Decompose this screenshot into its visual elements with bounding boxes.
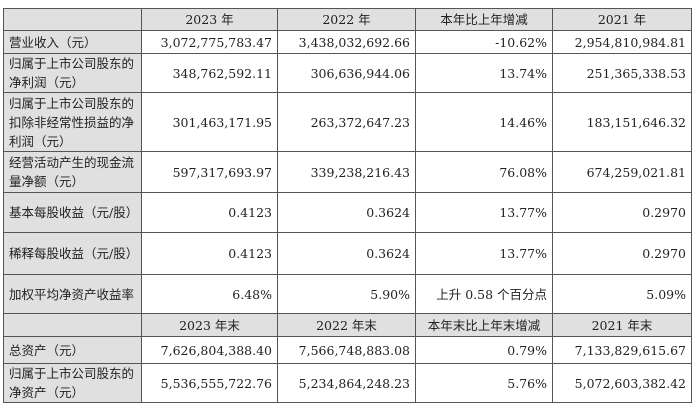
cell-value: 7,133,829,615.67 [552, 336, 692, 364]
table-row: 稀释每股收益（元/股） 0.4123 0.3624 13.77% 0.2970 [3, 232, 692, 275]
cell-value: 76.08% [415, 151, 553, 193]
cell-value: 2,954,810,984.81 [552, 30, 692, 54]
table-row: 归属于上市公司股东的净资产（元） 5,536,555,722.76 5,234,86… [3, 363, 692, 403]
cell-value: 5,536,555,722.76 [141, 363, 278, 403]
cell-value: 0.3624 [277, 192, 416, 233]
cell-value: 7,626,804,388.40 [141, 336, 278, 364]
cell-value: 3,072,775,783.47 [141, 30, 278, 54]
cell-value: 13.77% [415, 192, 553, 233]
cell-value: 6.48% [141, 274, 278, 314]
table-row: 营业收入（元） 3,072,775,783.47 3,438,032,692.66-… [3, 30, 692, 54]
cell-value: 0.2970 [552, 232, 692, 275]
cell-value: 7,566,748,883.08 [277, 336, 416, 364]
cell-value: 597,317,693.97 [141, 151, 278, 193]
header-row: 2023 年末 2022 年末 本年末比上年末增减 2021 年末 [3, 313, 692, 337]
cell-value: 0.2970 [552, 192, 692, 233]
table-row: 归属于上市公司股东的净利润（元） 348,762,592.11 306,636,94… [3, 53, 692, 93]
financial-summary-table: 2023 年 2022 年本年比上年增减 2021 年营业收入（元） 3,072,77… [3, 8, 692, 403]
row-label: 营业收入（元） [3, 30, 142, 54]
cell-value: 13.74% [415, 53, 553, 93]
table-row: 归属于上市公司股东的扣除非经常性损益的净利润（元） 301,463,171.95 2… [3, 92, 692, 152]
column-header: 本年末比上年末增减 [415, 313, 553, 337]
cell-value: 13.77% [415, 232, 553, 275]
cell-value: 上升 0.58 个百分点 [415, 274, 553, 314]
column-header: 2023 年 [141, 8, 278, 31]
table-row: 总资产（元） 7,626,804,388.40 7,566,748,883.08 0.… [3, 336, 692, 364]
column-header: 2021 年 [552, 8, 692, 31]
column-header: 2022 年 [277, 8, 416, 31]
cell-value: 5.76% [415, 363, 553, 403]
cell-value: 5,072,603,382.42 [552, 363, 692, 403]
cell-value: 5.90% [277, 274, 416, 314]
cell-value: 339,238,216.43 [277, 151, 416, 193]
cell-value: 5,234,864,248.23 [277, 363, 416, 403]
row-label: 稀释每股收益（元/股） [3, 232, 142, 275]
cell-value: 0.3624 [277, 232, 416, 275]
cell-value: 674,259,021.81 [552, 151, 692, 193]
row-label: 总资产（元） [3, 336, 142, 364]
column-header: 2022 年末 [277, 313, 416, 337]
column-header: 本年比上年增减 [415, 8, 553, 31]
cell-value: -10.62% [415, 30, 553, 54]
column-header [3, 313, 142, 337]
table-row: 基本每股收益（元/股） 0.4123 0.3624 13.77% 0.2970 [3, 192, 692, 233]
row-label: 归属于上市公司股东的净利润（元） [3, 53, 142, 93]
row-label: 加权平均净资产收益率 [3, 274, 142, 314]
cell-value: 5.09% [552, 274, 692, 314]
column-header [3, 8, 142, 31]
table-row: 经营活动产生的现金流量净额（元） 597,317,693.97 339,238,21… [3, 151, 692, 193]
cell-value: 251,365,338.53 [552, 53, 692, 93]
cell-value: 301,463,171.95 [141, 92, 278, 152]
cell-value: 306,636,944.06 [277, 53, 416, 93]
row-label: 归属于上市公司股东的净资产（元） [3, 363, 142, 403]
cell-value: 0.4123 [141, 192, 278, 233]
header-row: 2023 年 2022 年本年比上年增减 2021 年 [3, 8, 692, 31]
row-label: 基本每股收益（元/股） [3, 192, 142, 233]
cell-value: 183,151,646.32 [552, 92, 692, 152]
column-header: 2023 年末 [141, 313, 278, 337]
cell-value: 14.46% [415, 92, 553, 152]
cell-value: 3,438,032,692.66 [277, 30, 416, 54]
cell-value: 0.79% [415, 336, 553, 364]
table-row: 加权平均净资产收益率 6.48% 5.90% 上升 0.58 个百分点 5.09% [3, 274, 692, 314]
row-label: 经营活动产生的现金流量净额（元） [3, 151, 142, 193]
cell-value: 0.4123 [141, 232, 278, 275]
cell-value: 263,372,647.23 [277, 92, 416, 152]
row-label: 归属于上市公司股东的扣除非经常性损益的净利润（元） [3, 92, 142, 152]
cell-value: 348,762,592.11 [141, 53, 278, 93]
column-header: 2021 年末 [552, 313, 692, 337]
